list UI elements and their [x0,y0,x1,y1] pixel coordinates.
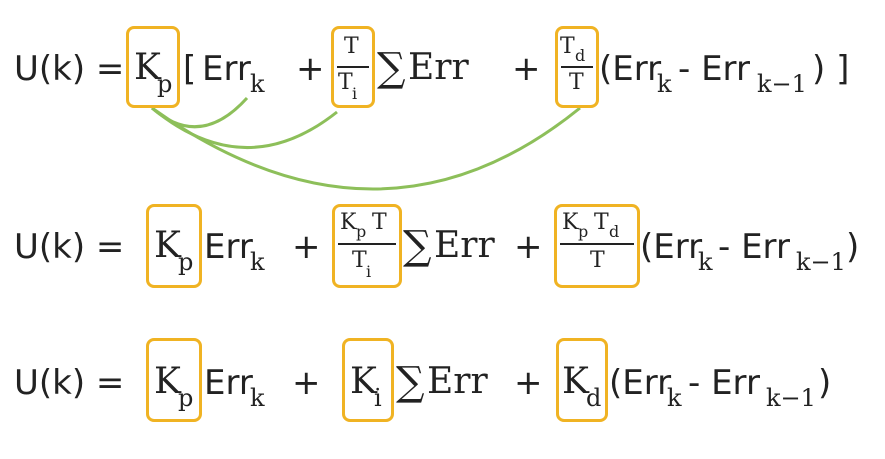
ki-highlight-box [342,338,394,422]
sum-symbol: ∑ [403,223,432,269]
kp-symbol: K [134,47,161,88]
frac-denominator: T [590,248,605,273]
err-prev-subscript: k−1 [757,70,807,98]
ki-subscript: i [374,384,382,412]
frac-denominator: T [569,70,584,95]
err-subscript: k [250,248,265,276]
err-subscript: k [250,384,265,412]
minus-err: - Err [678,49,750,89]
plus-sign: + [514,227,543,267]
minus-err: - Err [688,363,760,403]
kp-subscript: p [178,384,194,412]
err-term: Err [202,49,251,89]
plus-sign: + [296,49,325,89]
kd-symbol: K [562,361,589,402]
integral-fraction-box [332,204,402,288]
err-subscript: k [667,384,682,412]
frac-numerator-k: K [562,210,579,235]
fraction-bar [338,243,396,245]
fraction-bar [337,66,369,68]
kd-highlight-box [556,338,608,422]
kp-highlight-box [146,338,202,422]
kp-subscript: p [157,70,173,98]
row3-lhs: U(k) = [14,363,125,403]
paren-err: (Err [640,227,703,267]
sum-symbol: ∑ [377,45,406,91]
sum-err-term: Err [434,225,495,266]
frac-denominator-subscript: i [366,262,372,281]
closing-paren: ) [846,227,860,267]
frac-denominator: T [338,70,353,95]
sum-err-term: Err [408,47,469,88]
integral-fraction-box [331,26,375,108]
fraction-bar [560,243,634,245]
frac-numerator-subscript: p [578,222,589,241]
plus-sign: + [514,363,543,403]
row2-lhs: U(k) = [14,227,125,267]
kp-subscript: p [178,248,194,276]
frac-numerator-k: K [340,210,357,235]
closing-brackets: ) ] [812,49,850,89]
frac-denominator-subscript: i [352,84,358,103]
sum-err-term: Err [427,361,488,402]
row1-lhs: U(k) = [14,49,125,89]
fraction-bar [561,66,593,68]
frac-numerator-subscript: p [356,222,367,241]
err-subscript: k [698,248,713,276]
frac-numerator: T [344,34,359,59]
arc-to-derivative [151,106,581,191]
frac-numerator-subscript: d [575,46,586,65]
sum-symbol: ∑ [396,359,425,405]
kp-symbol: K [154,361,181,402]
closing-paren: ) [818,363,832,403]
left-bracket: [ [183,49,197,89]
plus-sign: + [512,49,541,89]
err-prev-subscript: k−1 [766,384,816,412]
plus-sign: + [292,363,321,403]
derivative-fraction-box [554,204,640,288]
kd-subscript: d [586,384,602,412]
frac-numerator-subscript-d: d [609,222,620,241]
kp-highlight-box [146,204,202,288]
frac-denominator: T [352,248,367,273]
err-subscript: k [250,70,265,98]
kp-symbol: K [154,225,181,266]
frac-numerator: T [560,34,575,59]
derivative-fraction-box [555,26,599,108]
err-term: Err [204,363,253,403]
plus-sign: + [292,227,321,267]
err-subscript: k [657,70,672,98]
paren-err: (Err [609,363,672,403]
err-prev-subscript: k−1 [796,248,846,276]
minus-err: - Err [718,227,790,267]
paren-err: (Err [599,49,662,89]
frac-numerator-t: T [372,210,387,235]
ki-symbol: K [350,361,377,402]
err-term: Err [204,227,253,267]
frac-numerator-t: T [594,210,609,235]
kp-highlight-box [126,26,180,108]
